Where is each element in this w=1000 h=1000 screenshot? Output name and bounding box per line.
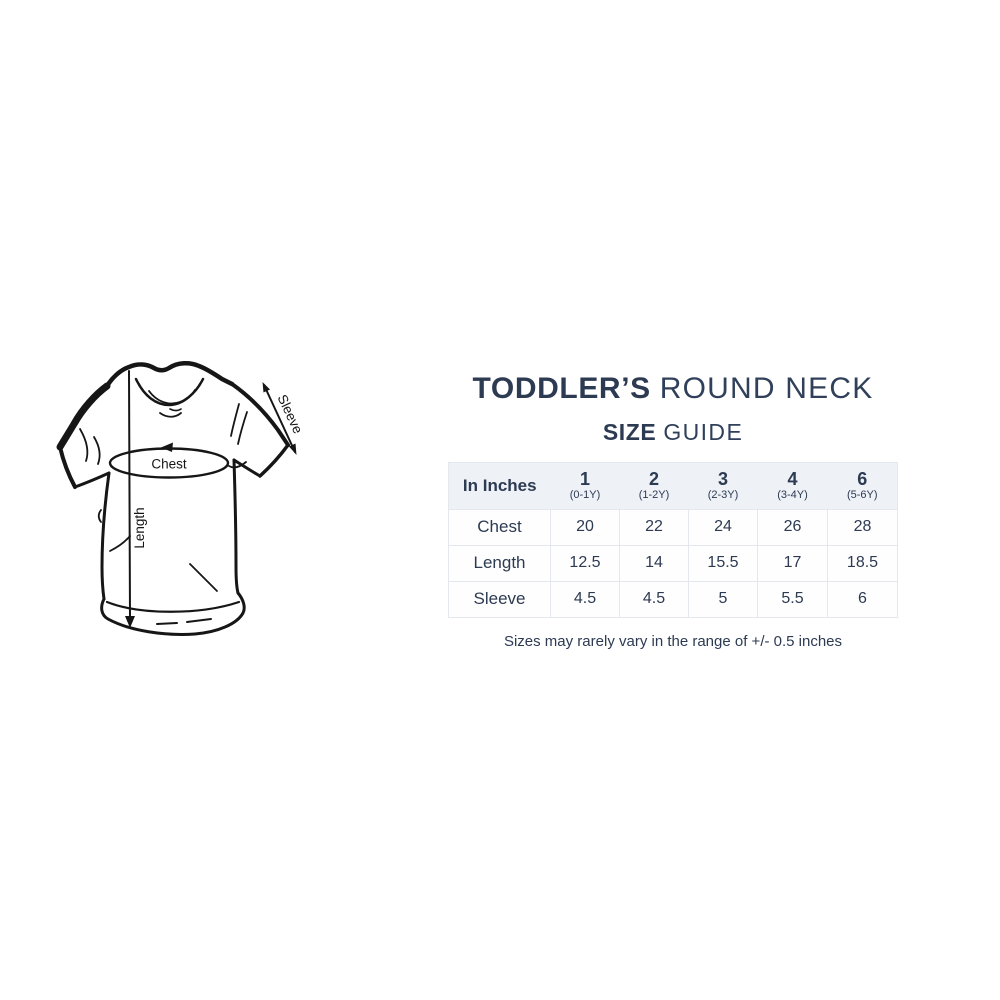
tshirt-neckline-inner: [148, 389, 196, 405]
size-table-header-row: In Inches 1 (0-1Y) 2 (1-2Y) 3 (2-3Y) 4: [448, 462, 898, 510]
sleeve-measure-line: [263, 384, 296, 453]
tshirt-body-left-edge: [100, 471, 111, 601]
length-label: Length: [132, 507, 147, 548]
size-column-header: 4 (3-4Y): [757, 462, 828, 510]
page-title-product: TODDLER’S: [472, 372, 651, 405]
tshirt-right-sleeve-outline: [230, 382, 290, 447]
tshirt-hem-inner-line: [105, 600, 241, 613]
table-cell: 14: [619, 544, 689, 582]
tshirt-measurement-figure: Chest Length Sleeve: [50, 352, 330, 644]
page-title: TODDLER’S ROUND NECK: [448, 372, 898, 407]
size-age-range: (0-1Y): [569, 489, 601, 502]
size-number: 6: [857, 469, 868, 490]
size-number: 1: [579, 469, 590, 490]
tshirt-hem-outline: [100, 591, 246, 636]
table-cell: 6: [827, 580, 898, 618]
size-variance-note: Sizes may rarely vary in the range of +/…: [503, 632, 843, 650]
subtitle-size: SIZE: [602, 418, 657, 445]
size-table: In Inches 1 (0-1Y) 2 (1-2Y) 3 (2-3Y) 4: [448, 461, 898, 618]
size-column-header: 6 (5-6Y): [827, 462, 898, 510]
row-label: Chest: [448, 508, 551, 546]
table-cell: 18.5: [827, 544, 898, 582]
size-guide-subtitle: SIZE GUIDE: [448, 418, 898, 445]
tshirt-wrinkle-lines: [79, 403, 248, 592]
subtitle-guide: GUIDE: [663, 418, 744, 445]
tshirt-collar-outline: [104, 361, 235, 389]
table-cell: 15.5: [688, 544, 758, 582]
table-row-sleeve: Sleeve 4.5 4.5 5 5.5 6: [448, 580, 898, 618]
table-cell: 4.5: [619, 580, 689, 618]
table-row-chest: Chest 20 22 24 26 28: [448, 508, 898, 546]
table-cell: 26: [757, 508, 828, 546]
size-number: 4: [787, 469, 798, 490]
table-cell: 4.5: [550, 580, 620, 618]
tshirt-body-right-edge: [232, 458, 240, 595]
length-arrow-icon: [125, 616, 135, 628]
tshirt-left-sleeve-outline: [56, 382, 111, 451]
table-cell: 5.5: [757, 580, 828, 618]
tshirt-hem-dashes: [156, 618, 212, 625]
sleeve-arrow-top-icon: [262, 382, 270, 393]
table-row-length: Length 12.5 14 15.5 17 18.5: [448, 544, 898, 582]
table-cell: 22: [619, 508, 689, 546]
table-cell: 5: [688, 580, 758, 618]
page-title-style: ROUND NECK: [659, 372, 874, 405]
size-column-header: 2 (1-2Y): [619, 462, 689, 510]
size-age-range: (1-2Y): [638, 489, 670, 502]
size-column-header: 3 (2-3Y): [688, 462, 758, 510]
size-column-header: 1 (0-1Y): [550, 462, 620, 510]
size-age-range: (2-3Y): [707, 489, 739, 502]
size-number: 3: [717, 469, 728, 490]
tshirt-left-underarm: [73, 471, 111, 489]
table-cell: 24: [688, 508, 758, 546]
sleeve-arrow-bottom-icon: [289, 443, 297, 455]
table-cell: 20: [550, 508, 620, 546]
size-number: 2: [648, 469, 659, 490]
tshirt-right-sleeve-end: [258, 443, 290, 478]
size-age-range: (3-4Y): [777, 489, 808, 502]
size-guide-panel: TODDLER’S ROUND NECK SIZE GUIDE In Inches …: [448, 372, 898, 650]
tshirt-left-sleeve-end: [58, 445, 77, 489]
tshirt-neck-tick: [169, 408, 182, 412]
length-measure-line: [128, 370, 131, 619]
size-table-corner-header: In Inches: [448, 462, 551, 510]
table-cell: 17: [757, 544, 828, 582]
chest-arrow-icon: [161, 442, 173, 452]
table-cell: 28: [827, 508, 898, 546]
tshirt-diagram: Chest Length Sleeve: [56, 361, 306, 636]
tshirt-right-underarm: [232, 458, 262, 478]
row-label: Sleeve: [448, 580, 551, 618]
table-cell: 12.5: [550, 544, 620, 582]
row-label: Length: [448, 544, 551, 582]
chest-label: Chest: [151, 457, 187, 472]
size-age-range: (5-6Y): [846, 489, 878, 502]
